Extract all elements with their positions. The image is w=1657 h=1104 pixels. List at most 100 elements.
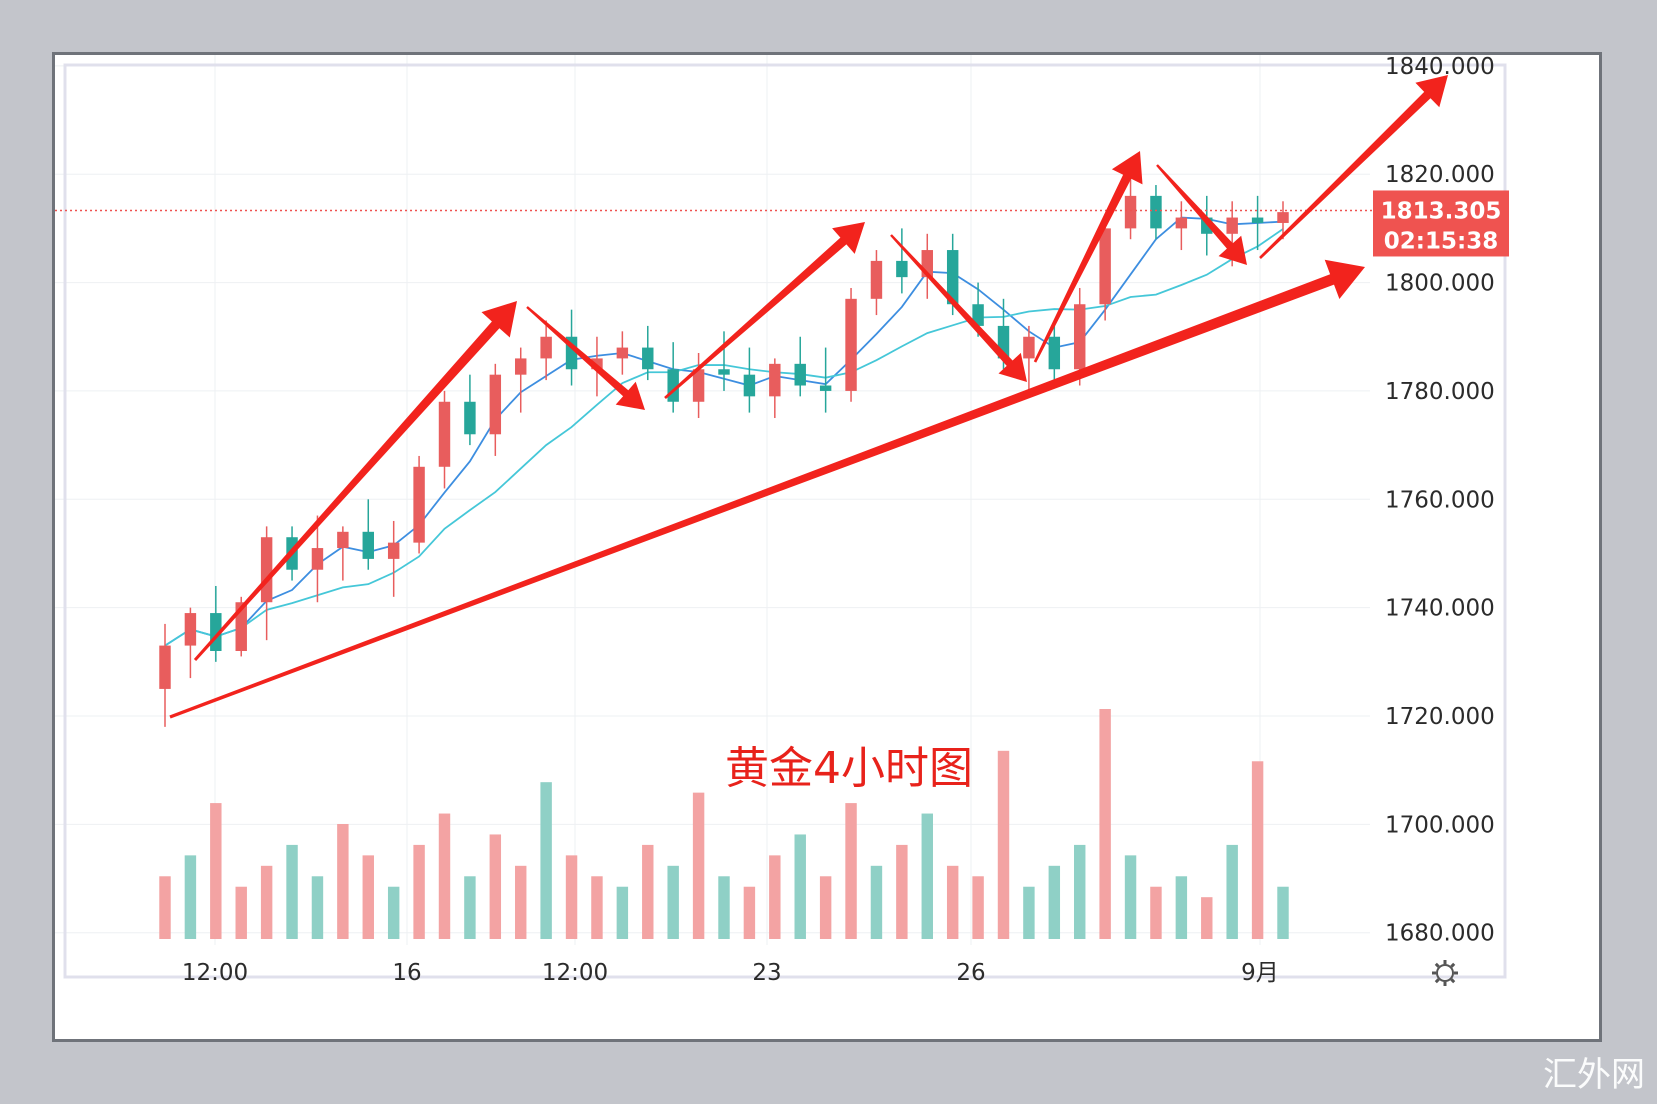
candle	[921, 233, 933, 299]
gear-tooth	[1434, 962, 1440, 968]
price-tick-label: 1740.000	[1385, 596, 1495, 622]
volume-bar	[1074, 844, 1086, 939]
volume-bar	[1277, 886, 1289, 939]
time-tick-label: 26	[956, 960, 985, 986]
trend-arrows	[169, 75, 1448, 719]
candle-body	[997, 325, 1010, 359]
price-tick-label: 1780.000	[1385, 379, 1495, 405]
candle	[362, 499, 374, 570]
volume-bar	[692, 792, 705, 939]
candle-body	[540, 336, 552, 359]
candle-body	[1150, 195, 1162, 229]
chart-annotation: 黄金4小时图	[725, 743, 973, 794]
candle-body	[565, 336, 578, 370]
price-tick-label: 1700.000	[1385, 812, 1495, 838]
candle	[387, 520, 400, 597]
volume-bar	[489, 834, 502, 939]
volume-bar	[921, 813, 933, 939]
volume-bar	[286, 844, 298, 939]
candle	[1201, 195, 1213, 256]
candle	[413, 455, 425, 554]
candle	[337, 526, 349, 581]
time-axis[interactable]: 12:00 16 12:00 23 26 9月	[182, 960, 1279, 986]
candle-body	[413, 466, 425, 543]
candle-body	[1074, 304, 1086, 370]
candle	[667, 342, 679, 413]
trend-arrow	[1033, 151, 1143, 363]
candle	[642, 325, 654, 381]
candle	[1277, 201, 1289, 240]
candle-body	[1099, 228, 1111, 305]
candle	[489, 363, 502, 456]
candle-body	[870, 260, 883, 299]
volume-bar	[997, 750, 1010, 939]
candle	[769, 358, 781, 419]
candle	[743, 347, 756, 413]
volume-bar	[159, 876, 171, 939]
volume-bar	[896, 844, 908, 939]
candle-body	[845, 298, 857, 391]
candle-body	[489, 374, 502, 435]
volume-bar	[946, 865, 959, 939]
candle-body	[819, 385, 832, 391]
trend-arrow	[526, 306, 645, 410]
candle-body	[667, 369, 679, 402]
volume-bar	[1099, 709, 1111, 939]
gear-ring	[1436, 964, 1454, 982]
current-price-label: 1813.305	[1381, 198, 1502, 224]
volume-bar	[1201, 897, 1213, 939]
candle-body	[1201, 217, 1213, 234]
candle-body	[972, 304, 984, 326]
volume-bar	[1226, 844, 1238, 939]
time-tick-label: 9月	[1241, 960, 1279, 986]
grid	[55, 55, 1507, 979]
volume-bar	[1048, 865, 1061, 939]
candle-body	[642, 347, 654, 370]
trend-arrow	[664, 222, 865, 399]
candle	[1048, 320, 1061, 381]
moving-averages	[164, 216, 1284, 647]
volume-bar	[591, 876, 603, 939]
price-badge-box	[1373, 190, 1509, 257]
candle-body	[362, 531, 374, 559]
candle	[311, 515, 324, 603]
volume-bar	[210, 803, 222, 939]
price-tick-label: 1840.000	[1385, 55, 1495, 80]
gear-tooth	[1450, 978, 1456, 984]
candle-body	[515, 358, 527, 375]
candle	[184, 607, 197, 679]
trend-arrow	[890, 234, 1027, 382]
current-price-badge: 1813.305 02:15:38	[1373, 190, 1509, 257]
candle-body	[184, 613, 197, 646]
candle	[819, 347, 832, 413]
price-axis[interactable]: 1840.000 1820.000 1800.000 1780.000 1760.000…	[1385, 55, 1495, 947]
candle	[438, 390, 451, 489]
candle-body	[260, 537, 273, 603]
inner-border	[63, 63, 1507, 979]
time-tick-label: 12:00	[542, 960, 608, 986]
volume-bar	[515, 865, 527, 939]
candle-body	[743, 374, 756, 397]
volume-bar	[616, 886, 629, 939]
price-tick-label: 1820.000	[1385, 162, 1495, 188]
gold-4h-chart[interactable]: 1840.000 1820.000 1800.000 1780.000 1760.000…	[55, 55, 1599, 1039]
candle-body	[1048, 336, 1061, 370]
volume-bar	[642, 844, 654, 939]
volume-bar	[794, 834, 806, 939]
volume-bar	[1150, 886, 1162, 939]
price-tick-label: 1760.000	[1385, 487, 1495, 513]
volume-bar	[413, 844, 425, 939]
gear-tooth	[1434, 978, 1440, 984]
candle	[1074, 287, 1086, 386]
volume-bar	[311, 876, 324, 939]
trend-arrow	[169, 259, 1365, 719]
candle	[845, 287, 857, 402]
trend-arrow	[193, 301, 517, 661]
volume-bar	[769, 855, 781, 939]
volume-bar	[667, 865, 679, 939]
volume-bar	[1251, 761, 1264, 939]
volume-bar	[235, 886, 247, 939]
candle-body	[438, 401, 451, 467]
settings-gear-icon[interactable]	[1432, 960, 1458, 986]
candle-body	[235, 602, 247, 651]
